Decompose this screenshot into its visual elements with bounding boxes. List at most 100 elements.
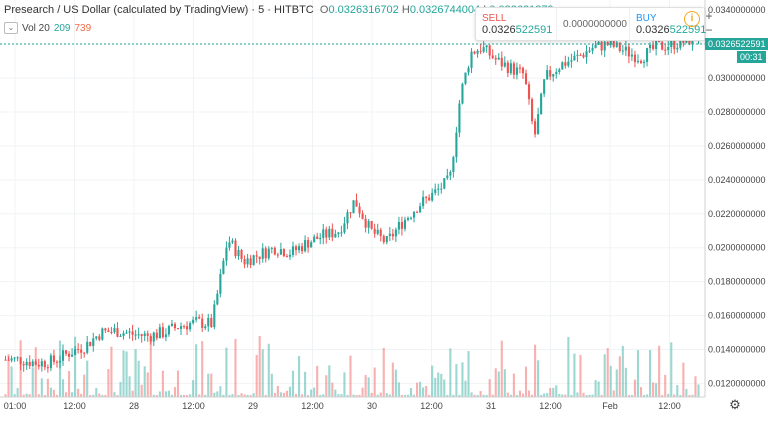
volume-value-2: 739 <box>74 22 92 34</box>
volume-bar <box>198 394 201 397</box>
sell-button[interactable]: SELL 0.0326522591 <box>476 8 557 40</box>
volume-bar <box>364 374 367 397</box>
candle-body <box>234 240 237 257</box>
sell-label: SELL <box>482 12 507 24</box>
volume-bar <box>534 344 537 397</box>
candle-body <box>110 332 113 334</box>
candle-body <box>609 39 612 46</box>
candle-body <box>104 328 107 331</box>
candle-body <box>164 334 167 338</box>
candle-body <box>464 72 467 84</box>
candle-body <box>606 41 609 46</box>
candle-body <box>382 236 385 243</box>
candle-body <box>137 334 140 336</box>
volume-bar <box>633 379 636 397</box>
candle-body <box>388 233 391 236</box>
candle-body <box>349 212 352 214</box>
price-axis-label: 0.0300000000 <box>708 73 766 83</box>
volume-bar <box>591 394 594 397</box>
volume-bar <box>346 394 349 397</box>
candle-body <box>385 235 388 243</box>
candle-body <box>446 175 449 179</box>
candle-body <box>276 254 279 256</box>
candle-body <box>612 39 615 47</box>
trade-panel: SELL 0.0326522591 0.0000000000 BUY 0.032… <box>475 7 706 41</box>
candle-body <box>476 50 479 54</box>
candle-body <box>443 178 446 189</box>
volume-bar <box>261 349 264 397</box>
candle-body <box>301 246 304 252</box>
candle-body <box>379 229 382 237</box>
candle-body <box>231 240 234 243</box>
zoom-out-button[interactable]: − <box>705 23 713 37</box>
buy-price: 0.0326522591 <box>636 24 706 36</box>
candle-body <box>225 247 228 261</box>
volume-bar <box>128 376 131 397</box>
zoom-in-button[interactable]: + <box>705 9 713 23</box>
candle-body <box>358 206 361 214</box>
candle-body <box>328 228 331 238</box>
volume-bar <box>491 394 494 397</box>
chevron-down-icon[interactable]: ⌄ <box>4 22 18 34</box>
volume-bar <box>476 395 479 397</box>
price-axis-label: 0.0260000000 <box>708 141 766 151</box>
spread-value: 0.0000000000 <box>557 8 630 40</box>
volume-bar <box>291 370 295 397</box>
volume-bar <box>479 391 482 397</box>
candle-body <box>25 361 28 366</box>
volume-bar <box>582 392 585 397</box>
volume-bar <box>213 392 216 397</box>
volume-bar <box>455 364 458 397</box>
gear-icon[interactable]: ⚙ <box>729 397 741 412</box>
volume-bar <box>219 386 222 397</box>
candle-body <box>645 48 649 62</box>
symbol-title[interactable]: Presearch / US Dollar (calculated by Tra… <box>4 4 314 16</box>
candle-body <box>667 46 670 51</box>
volume-bar <box>419 381 422 397</box>
volume-bar <box>249 395 252 397</box>
volume-bar <box>276 385 279 397</box>
candle-body <box>630 54 633 57</box>
volume-bar <box>25 393 28 397</box>
open-value: 0.0326316702 <box>328 4 399 16</box>
candle-body <box>497 57 500 60</box>
candle-body <box>530 99 534 122</box>
volume-bar <box>325 375 328 397</box>
time-axis-label: 12:00 <box>420 401 443 411</box>
candle-body <box>313 236 316 243</box>
candle-body <box>7 359 10 361</box>
volume-bar <box>697 384 700 397</box>
price-axis-label: 0.0120000000 <box>708 378 766 388</box>
candle-body <box>337 232 340 234</box>
volume-bar <box>630 394 633 397</box>
volume-bar <box>585 394 588 397</box>
volume-bar <box>149 336 152 397</box>
volume-bar <box>89 394 92 397</box>
volume-bar <box>146 372 149 397</box>
candle-body <box>579 54 582 56</box>
info-icon[interactable]: i <box>684 11 700 27</box>
candle-body <box>473 51 476 54</box>
time-axis[interactable]: 01:00 12:00 28 12:00 29 12:00 30 12:00 31 12:00 Fe… <box>4 401 681 411</box>
candle-body <box>61 350 65 361</box>
volume-bar <box>609 365 612 397</box>
volume-bar <box>273 392 276 397</box>
candle-body <box>113 328 116 333</box>
candle-body <box>582 55 585 58</box>
volume-bar <box>77 388 80 397</box>
time-axis-label: 12:00 <box>301 401 324 411</box>
candle-body <box>285 256 288 258</box>
candle-body <box>449 172 452 176</box>
candle-body <box>4 359 7 361</box>
candle-body <box>34 361 37 365</box>
candle-body <box>240 250 243 259</box>
volume-bar <box>612 390 615 397</box>
volume-label: Vol 20 <box>22 22 50 34</box>
candle-body <box>588 50 591 52</box>
volume-bars <box>4 335 700 397</box>
volume-bar <box>125 351 128 397</box>
candle-body <box>116 328 119 337</box>
volume-bar <box>255 354 258 397</box>
